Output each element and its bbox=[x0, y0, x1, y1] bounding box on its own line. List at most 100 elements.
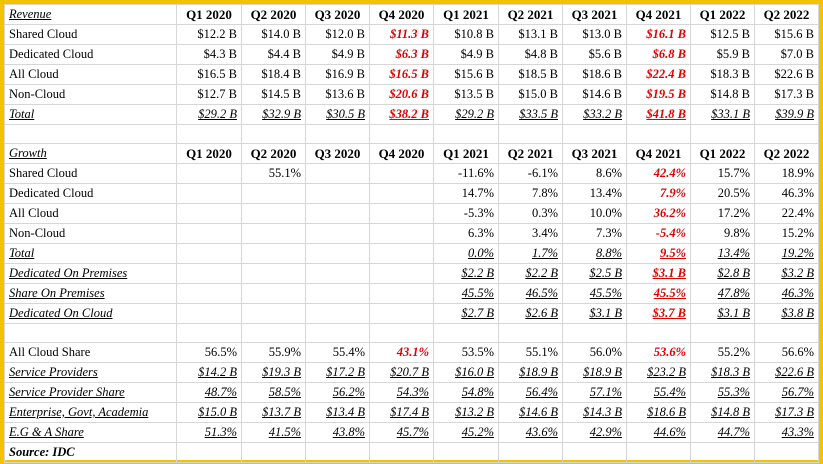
empty-cell bbox=[626, 124, 691, 144]
table-cell: 53.5% bbox=[433, 342, 499, 363]
empty-cell bbox=[433, 124, 499, 144]
table-cell: 55.4% bbox=[626, 382, 691, 403]
table-cell: $4.9 B bbox=[305, 44, 370, 65]
table-cell bbox=[305, 263, 370, 284]
table-cell bbox=[305, 223, 370, 244]
table-cell: 43.1% bbox=[369, 342, 434, 363]
table-cell: $16.1 B bbox=[626, 24, 691, 45]
table-cell: $2.7 B bbox=[433, 303, 499, 324]
table-cell bbox=[176, 283, 242, 304]
table-cell: $16.0 B bbox=[433, 362, 499, 383]
table-cell: 15.2% bbox=[754, 223, 819, 244]
table-row: All Cloud -5.3% 0.3% 10.0% 36.2% 17.2% 22.4% bbox=[4, 203, 819, 224]
table-cell: $11.3 B bbox=[369, 24, 434, 45]
table-cell: 45.5% bbox=[562, 283, 627, 304]
row-label: Shared Cloud bbox=[4, 163, 177, 184]
table-cell: -5.3% bbox=[433, 203, 499, 224]
table-cell bbox=[176, 203, 242, 224]
table-cell: $18.9 B bbox=[498, 362, 563, 383]
table-cell: 43.6% bbox=[498, 422, 563, 443]
table-cell: $6.8 B bbox=[626, 44, 691, 65]
table-cell: 9.5% bbox=[626, 243, 691, 264]
source-label: Source: IDC bbox=[4, 442, 177, 463]
table-cell: $5.9 B bbox=[690, 44, 755, 65]
empty-cell bbox=[241, 323, 306, 343]
revenue-header-row: Revenue Q1 2020 Q2 2020 Q3 2020 Q4 2020 Q1 20… bbox=[4, 4, 819, 25]
table-cell: 55.1% bbox=[498, 342, 563, 363]
table-cell: $14.2 B bbox=[176, 362, 242, 383]
table-cell: $33.5 B bbox=[498, 104, 563, 125]
table-cell: 20.5% bbox=[690, 183, 755, 204]
table-cell: 55.4% bbox=[305, 342, 370, 363]
table-cell: 1.7% bbox=[498, 243, 563, 264]
table-cell: $18.3 B bbox=[690, 64, 755, 85]
table-cell bbox=[369, 243, 434, 264]
empty-cell bbox=[369, 442, 434, 463]
table-cell: 44.7% bbox=[690, 422, 755, 443]
table-cell: 13.4% bbox=[562, 183, 627, 204]
source-row: Source: IDC bbox=[4, 442, 819, 463]
empty-cell bbox=[754, 124, 819, 144]
table-cell: 14.7% bbox=[433, 183, 499, 204]
empty-cell bbox=[305, 442, 370, 463]
column-header: Q1 2020 bbox=[176, 4, 242, 25]
table-cell: 51.3% bbox=[176, 422, 242, 443]
table-cell: $29.2 B bbox=[433, 104, 499, 125]
table-row: Dedicated On Cloud $2.7 B $2.6 B $3.1 B $3.7… bbox=[4, 303, 819, 324]
column-header: Q3 2021 bbox=[562, 143, 627, 164]
table-cell: $16.9 B bbox=[305, 64, 370, 85]
table-cell: $15.6 B bbox=[754, 24, 819, 45]
table-cell: 56.0% bbox=[562, 342, 627, 363]
row-label: Enterprise, Govt, Academia bbox=[4, 402, 177, 423]
table-cell: 46.3% bbox=[754, 183, 819, 204]
row-label: All Cloud bbox=[4, 64, 177, 85]
table-cell: 44.6% bbox=[626, 422, 691, 443]
column-header: Q1 2021 bbox=[433, 143, 499, 164]
table-cell bbox=[176, 163, 242, 184]
column-header: Q4 2020 bbox=[369, 143, 434, 164]
spacer-row bbox=[4, 124, 819, 144]
table-cell: $18.3 B bbox=[690, 362, 755, 383]
column-header: Q1 2020 bbox=[176, 143, 242, 164]
table-cell: 45.2% bbox=[433, 422, 499, 443]
table-cell: 10.0% bbox=[562, 203, 627, 224]
table-cell: 56.7% bbox=[754, 382, 819, 403]
table-cell: $3.1 B bbox=[626, 263, 691, 284]
table-cell: 47.8% bbox=[690, 283, 755, 304]
table-cell: 45.5% bbox=[626, 283, 691, 304]
table-cell: $14.3 B bbox=[562, 402, 627, 423]
table-cell: $12.0 B bbox=[305, 24, 370, 45]
column-header: Q2 2020 bbox=[241, 4, 306, 25]
empty-cell bbox=[498, 442, 563, 463]
table-cell: $3.7 B bbox=[626, 303, 691, 324]
table-row: Enterprise, Govt, Academia $15.0 B $13.7 B… bbox=[4, 402, 819, 423]
empty-cell bbox=[626, 323, 691, 343]
table-row: Service Providers $14.2 B $19.3 B $17.2 B $2… bbox=[4, 362, 819, 383]
table-cell: $17.2 B bbox=[305, 362, 370, 383]
table-cell: 22.4% bbox=[754, 203, 819, 224]
table-cell: 0.0% bbox=[433, 243, 499, 264]
empty-cell bbox=[241, 124, 306, 144]
table-row: Dedicated On Premises $2.2 B $2.2 B $2.5 B $… bbox=[4, 263, 819, 284]
empty-cell bbox=[690, 323, 755, 343]
empty-cell bbox=[498, 323, 563, 343]
growth-header-row: Growth Q1 2020 Q2 2020 Q3 2020 Q4 2020 Q1 202… bbox=[4, 143, 819, 164]
table-cell: 57.1% bbox=[562, 382, 627, 403]
empty-cell bbox=[754, 442, 819, 463]
column-header: Q2 2022 bbox=[754, 143, 819, 164]
column-header: Q2 2020 bbox=[241, 143, 306, 164]
table-cell bbox=[369, 283, 434, 304]
table-cell: 36.2% bbox=[626, 203, 691, 224]
table-cell: $18.6 B bbox=[562, 64, 627, 85]
table-cell: $22.6 B bbox=[754, 64, 819, 85]
column-header: Q1 2021 bbox=[433, 4, 499, 25]
table-cell bbox=[241, 303, 306, 324]
table-cell: $18.5 B bbox=[498, 64, 563, 85]
table-row: All Cloud Share 56.5% 55.9% 55.4% 43.1% 53.5%… bbox=[4, 342, 819, 363]
table-cell: $13.7 B bbox=[241, 402, 306, 423]
table-cell bbox=[176, 243, 242, 264]
empty-cell bbox=[562, 442, 627, 463]
table-cell: 9.8% bbox=[690, 223, 755, 244]
table-row: Dedicated Cloud $4.3 B $4.4 B $4.9 B $6.3 B $… bbox=[4, 44, 819, 65]
column-header: Q2 2021 bbox=[498, 143, 563, 164]
